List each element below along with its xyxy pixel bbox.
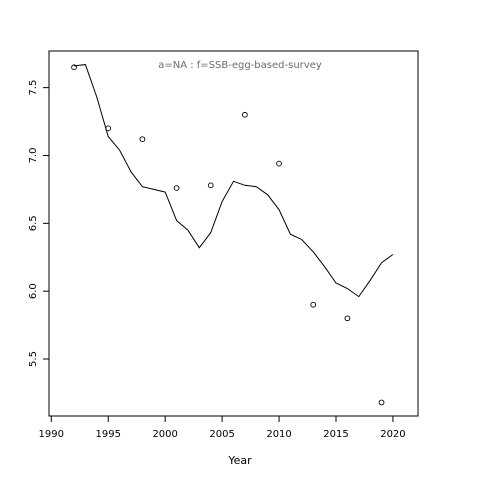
y-tick-label: 6.0 (28, 283, 39, 299)
data-point (344, 315, 351, 322)
plot-frame (48, 50, 419, 417)
x-tick-label: 1995 (95, 429, 120, 440)
data-point (207, 182, 214, 189)
data-point (105, 125, 112, 132)
x-tick-label: 2000 (152, 429, 177, 440)
y-tick-label: 7.0 (28, 148, 39, 164)
data-point (276, 160, 282, 167)
chart-annotation: a=NA : f=SSB-egg-based-survey (158, 60, 322, 71)
x-tick-label: 1990 (39, 429, 64, 440)
data-point (378, 399, 385, 406)
x-tick-label: 2015 (323, 429, 348, 440)
x-tick-label: 2005 (209, 429, 234, 440)
y-tick-label: 5.5 (28, 351, 39, 367)
data-point (310, 301, 317, 308)
x-axis-title: Year (227, 454, 252, 467)
y-tick-label: 6.5 (28, 215, 39, 231)
data-point (242, 111, 248, 118)
y-tick-label: 7.5 (28, 80, 39, 96)
data-point (173, 185, 180, 191)
data-point (139, 136, 146, 143)
x-axis: 1990 1995 2000 2005 2010 2015 2020 (39, 415, 406, 440)
data-point (71, 64, 77, 71)
x-tick-label: 2010 (266, 429, 291, 440)
observed-points (71, 64, 385, 406)
fitted-line (74, 64, 394, 298)
y-axis: 5.5 6.0 6.5 7.0 7.5 (28, 80, 50, 367)
x-tick-label: 2020 (380, 429, 405, 440)
